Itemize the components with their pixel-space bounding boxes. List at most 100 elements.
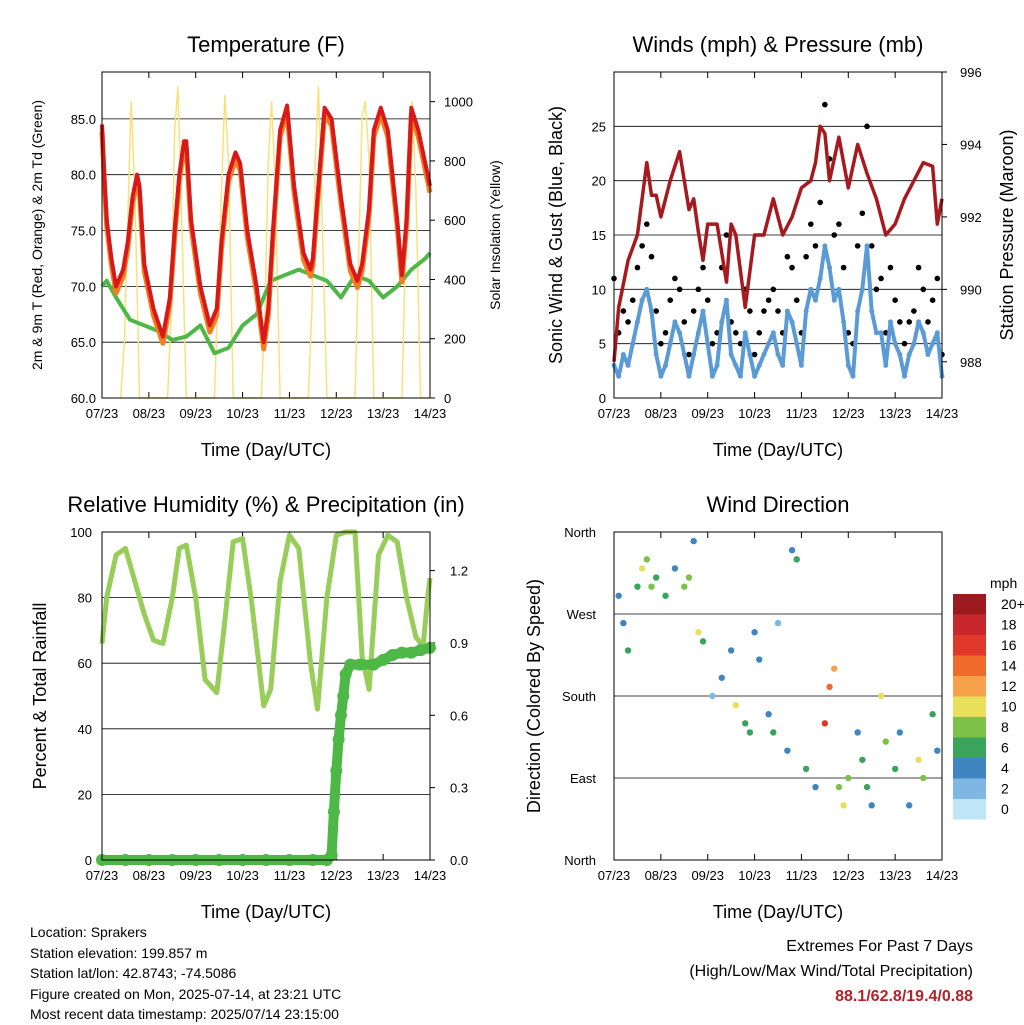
wind-point: [658, 373, 664, 379]
direction-point: [877, 692, 885, 700]
gust-point: [667, 297, 674, 304]
y-tick-label: 15: [592, 228, 606, 243]
y2-tick-label: 0.9: [450, 636, 468, 651]
y-axis-label: 2m & 9m T (Red, Orange) & 2m Td (Green): [29, 100, 45, 370]
y2-tick-label: 1000: [444, 95, 473, 110]
y2-tick-label: 996: [960, 65, 982, 80]
precip-point: [327, 805, 340, 818]
station-info: Location: Sprakers Station elevation: 19…: [30, 922, 341, 1025]
legend-swatch: [953, 717, 986, 738]
x-axis-label: Time (Day/UTC): [713, 902, 843, 922]
legend-swatch: [953, 758, 986, 779]
legend-label: 20+: [1001, 596, 1024, 612]
wind-point: [775, 352, 781, 358]
wind-point: [634, 319, 640, 325]
gust-point: [629, 297, 636, 304]
wind-point: [784, 308, 790, 314]
direction-point: [662, 592, 669, 599]
plot-frame: [101, 531, 431, 861]
direction-point: [896, 729, 904, 736]
direction-point: [695, 629, 702, 636]
gust-point: [817, 199, 823, 206]
wind-point: [855, 308, 861, 314]
x-tick-label: 11/23: [786, 868, 818, 883]
y-tick-label: 20: [592, 174, 606, 189]
gust-point: [634, 264, 641, 271]
y2-tick-label: 800: [444, 154, 466, 169]
wind-point: [836, 286, 842, 292]
gust-point: [934, 275, 941, 282]
wind-point: [916, 319, 922, 325]
wind-point: [756, 362, 762, 368]
chart-title: Wind Direction: [706, 492, 849, 517]
precip-point: [332, 733, 345, 746]
y-tick-label: 0: [85, 853, 92, 868]
latlon-text: Station lat/lon: 42.8743; -74.5086: [30, 965, 237, 982]
direction-point: [751, 629, 758, 636]
direction-point: [906, 802, 913, 809]
wind-point: [902, 373, 908, 379]
legend-swatch: [953, 594, 986, 615]
humidity-line: [99, 529, 433, 712]
wind-point: [906, 352, 912, 358]
wind-point: [930, 341, 936, 347]
y2-tick-label: 0: [444, 391, 451, 406]
x-tick-label: 07/23: [598, 868, 631, 883]
gust-point: [709, 340, 716, 347]
wind-point: [667, 341, 673, 347]
y-tick-label: 60.0: [71, 391, 96, 406]
gust-point: [625, 319, 631, 325]
direction-point: [624, 647, 632, 654]
wind-point: [887, 319, 893, 325]
gust-point: [793, 297, 800, 304]
gust-point: [723, 232, 730, 238]
legend-swatch: [953, 737, 986, 758]
wind-point: [812, 297, 818, 303]
direction-point: [671, 565, 679, 572]
wind-point: [625, 362, 631, 368]
gust-point: [906, 319, 912, 325]
temperature-panel: Temperature (F) Time (Day/UTC) 2m & 9m T (…: [29, 32, 503, 460]
precip-line: [102, 642, 432, 865]
y2-tick-label: 200: [444, 332, 466, 347]
gust-point: [761, 308, 767, 314]
y2-tick-label: 0.6: [450, 708, 468, 723]
gust-point: [700, 264, 706, 271]
wind-point: [831, 297, 837, 303]
y-tick-label: 100: [70, 525, 92, 540]
wind-pressure-panel: Winds (mph) & Pressure (mb) Time (Day/UTC…: [546, 32, 1017, 460]
x-tick-label: 09/23: [179, 868, 212, 883]
x-axis-label: Time (Day/UTC): [713, 440, 843, 460]
gust-point: [747, 308, 753, 314]
direction-point: [840, 802, 847, 809]
precip-point: [405, 646, 418, 659]
plot-frame: [613, 531, 943, 861]
gust-point: [681, 319, 688, 325]
gust-point: [704, 297, 711, 304]
solar-line: [119, 86, 430, 399]
x-tick-label: 12/23: [320, 868, 353, 883]
precip-point: [377, 653, 390, 666]
direction-point: [821, 720, 829, 727]
y-tick-label: 80.0: [71, 168, 96, 183]
direction-point: [826, 683, 833, 691]
y-tick-label: West: [567, 607, 597, 622]
gust-point: [662, 330, 669, 336]
x-tick-label: 08/23: [133, 868, 166, 883]
wind-point: [897, 352, 903, 358]
legend-label: 18: [1001, 617, 1017, 633]
gust-point: [653, 308, 659, 314]
gust-point: [775, 308, 781, 314]
gust-point: [733, 330, 739, 336]
direction-point: [634, 583, 641, 590]
direction-point: [859, 756, 866, 763]
y-tick-label: 80: [78, 591, 92, 606]
wind-point: [686, 373, 692, 379]
wind-point: [934, 330, 940, 336]
wind-point: [859, 286, 865, 292]
temp2m-line: [100, 103, 432, 345]
direction-point: [934, 747, 941, 754]
direction-point: [868, 802, 875, 809]
wind-point: [780, 362, 786, 368]
